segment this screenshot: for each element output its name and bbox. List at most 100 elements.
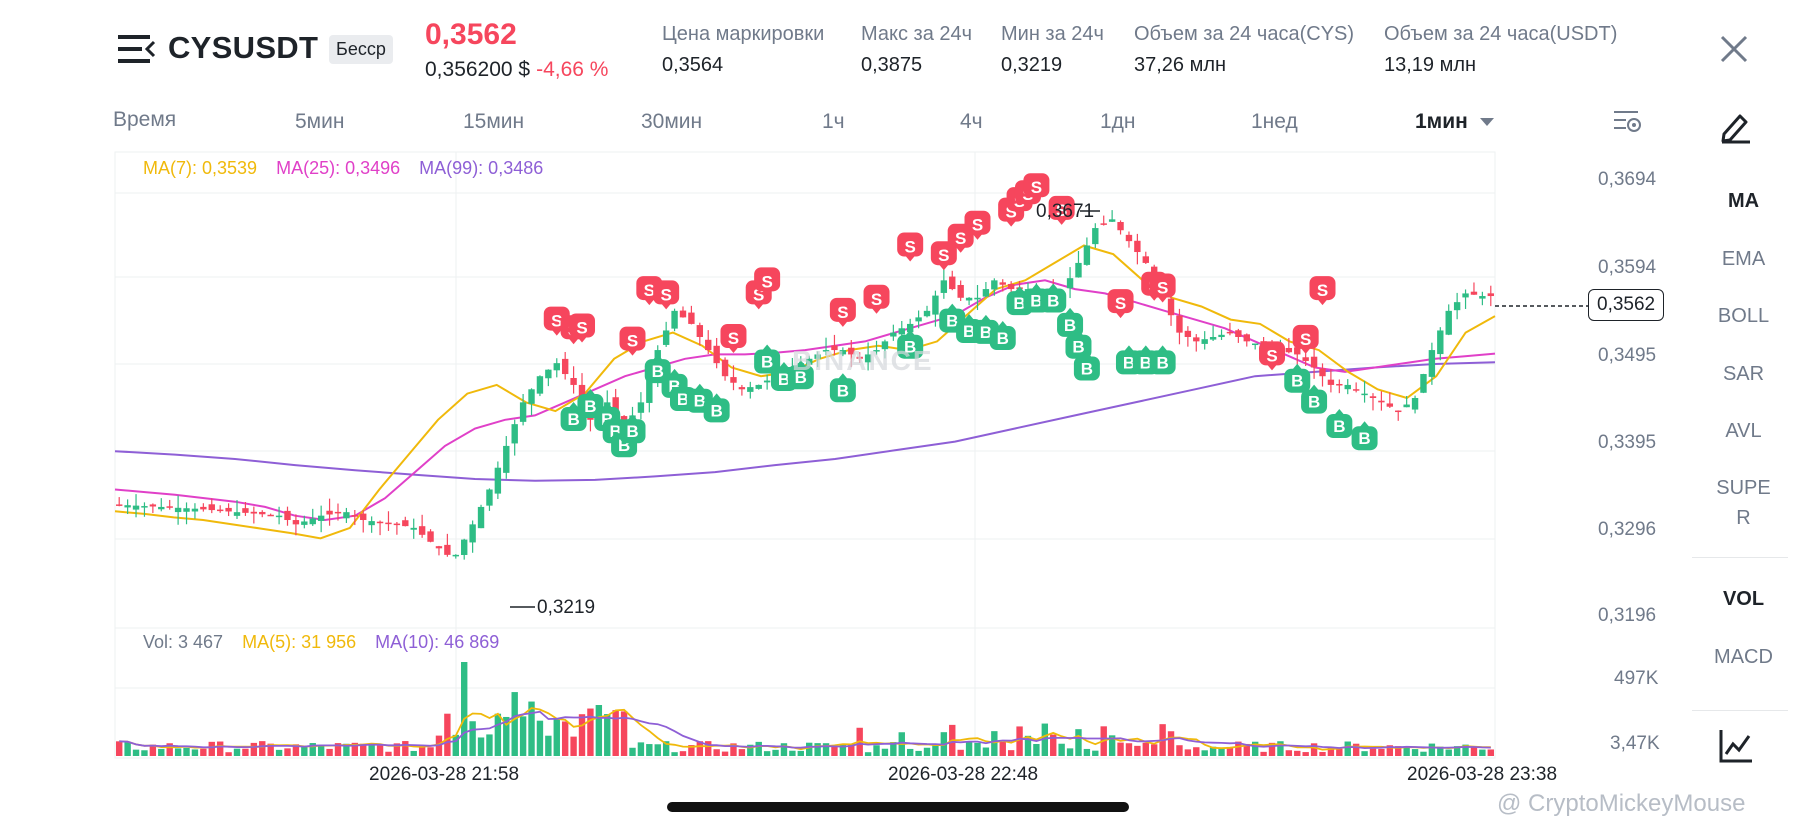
volume-bar: [132, 749, 140, 756]
volume-bar: [385, 751, 392, 756]
volume-bar: [216, 741, 224, 756]
volume-bar: [780, 743, 788, 756]
tab-5min[interactable]: 5мин: [295, 110, 345, 133]
tab-30min[interactable]: 30мин: [641, 110, 703, 133]
candle-body: [637, 402, 645, 413]
tab-15min[interactable]: 15мин: [463, 110, 525, 133]
tab-time[interactable]: Время: [113, 108, 177, 131]
buy-marker-pointer: [1014, 286, 1025, 293]
candle-body: [1243, 334, 1250, 342]
sell-marker-badge: [1292, 324, 1319, 349]
volume-axis-tick: 497K: [1614, 668, 1659, 689]
candle-body: [898, 328, 905, 335]
buy-marker-pointer: [762, 344, 773, 351]
buy-marker: B: [1065, 329, 1092, 359]
sell-marker-pointer: [837, 320, 848, 327]
volume-bar: [225, 752, 232, 756]
volume-bar: [662, 741, 670, 756]
volume-bar: [772, 749, 779, 756]
candle-body: [881, 341, 889, 350]
candle-body: [343, 512, 350, 519]
menu-icon[interactable]: [118, 33, 156, 65]
volume-bar: [1361, 751, 1368, 756]
volume-bar: [519, 716, 527, 756]
sell-marker-badge: [1149, 273, 1176, 298]
chart-style-icon[interactable]: [1718, 728, 1754, 764]
candle-body: [1226, 331, 1234, 334]
marker-letter: S: [576, 319, 587, 338]
indicator-vol[interactable]: VOL: [1722, 588, 1765, 610]
indicator-super-line2[interactable]: R: [1736, 507, 1751, 529]
volume-bar: [1479, 749, 1486, 756]
indicator-sar[interactable]: SAR: [1722, 363, 1765, 385]
candle-body: [1479, 296, 1486, 299]
candle-body: [1378, 400, 1385, 403]
candle-body: [1361, 393, 1368, 396]
candle-body: [402, 520, 409, 527]
candle-body: [1184, 330, 1192, 337]
buy-marker: B: [1326, 409, 1353, 439]
volume-bar: [1445, 749, 1452, 756]
volume-bar: [149, 744, 157, 756]
marker-letter: B: [677, 390, 689, 409]
buy-marker-badge: [989, 325, 1016, 350]
sell-marker-pointer: [938, 264, 949, 271]
sell-marker-pointer: [1300, 347, 1311, 354]
volume-bar: [839, 744, 847, 756]
tab-1h[interactable]: 1ч: [822, 110, 845, 133]
ma99-line: [114, 361, 1496, 482]
volume-bar: [1411, 749, 1419, 756]
time-axis-tick: 2026-03-28 22:48: [888, 764, 1039, 785]
sell-marker-badge: [1107, 289, 1134, 314]
candle-body: [915, 317, 922, 322]
buy-marker-badge: [1351, 426, 1378, 451]
indicator-super-line1[interactable]: SUPE: [1716, 477, 1771, 499]
volume-bar: [309, 743, 316, 756]
volume-bar: [410, 750, 417, 756]
candle-body: [250, 511, 258, 514]
candle-body: [1395, 410, 1402, 413]
candle-body: [368, 521, 375, 526]
sell-marker: S: [1309, 276, 1336, 306]
candle-body: [191, 508, 199, 512]
chevron-down-icon: [1479, 118, 1494, 127]
candle-body: [553, 363, 560, 371]
candle-body: [511, 424, 518, 444]
volume-bar: [1302, 752, 1309, 756]
marker-letter: B: [761, 353, 773, 372]
candle-body: [1336, 383, 1343, 386]
volume-bar: [1201, 750, 1208, 756]
volume-bar: [604, 714, 611, 756]
indicator-ema[interactable]: EMA: [1721, 248, 1766, 270]
indicator-ma[interactable]: MA: [1727, 190, 1760, 212]
draw-pencil-icon[interactable]: [1718, 108, 1754, 144]
tab-1min-active[interactable]: 1мин: [1415, 110, 1494, 134]
ma25-line: [114, 279, 1496, 522]
volume-bar: [1294, 750, 1301, 756]
tab-1d[interactable]: 1дн: [1100, 110, 1136, 133]
candle-body: [545, 369, 552, 379]
marker-letter: B: [1072, 338, 1084, 357]
volume-axis-tick: 3,47K: [1610, 733, 1660, 754]
buy-marker: B: [1284, 363, 1311, 393]
sell-marker-badge: [897, 232, 924, 257]
indicator-macd[interactable]: MACD: [1714, 646, 1773, 668]
indicator-boll[interactable]: BOLL: [1717, 305, 1770, 327]
candle-body: [1487, 293, 1494, 297]
volume-ma-lines: [119, 707, 1491, 751]
indicator-avl[interactable]: AVL: [1725, 420, 1762, 442]
sell-marker: S: [754, 267, 781, 297]
candle-body: [200, 506, 207, 510]
tab-4h[interactable]: 4ч: [960, 110, 983, 133]
symbol-title[interactable]: CYSUSDT: [168, 30, 319, 65]
marker-letter: B: [946, 312, 958, 331]
tab-1w[interactable]: 1нед: [1251, 110, 1298, 133]
stat-value: 13,19 млн: [1384, 54, 1477, 76]
volume-bar: [763, 751, 771, 756]
chart-settings-icon[interactable]: [1612, 108, 1642, 136]
close-icon[interactable]: [1718, 33, 1750, 65]
price-axis-tick: 0,3594: [1598, 257, 1657, 278]
candle-body: [158, 506, 165, 510]
buy-marker-pointer: [1031, 283, 1042, 290]
